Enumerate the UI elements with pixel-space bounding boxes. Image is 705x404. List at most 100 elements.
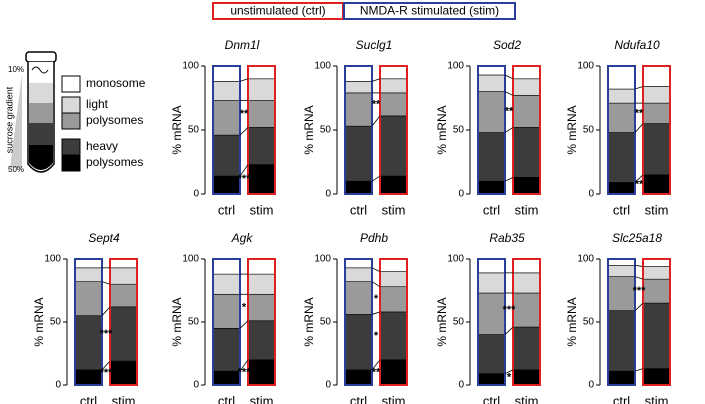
bar-segment (642, 278, 671, 304)
bar-segment (607, 65, 636, 90)
bar-outline (379, 258, 408, 386)
bar-segment (247, 320, 276, 361)
bar-segment (512, 95, 541, 128)
x-tick-label: stim (645, 202, 669, 217)
connector (504, 176, 514, 182)
x-tick-label: ctrl (350, 393, 367, 404)
bar-segment (212, 258, 241, 275)
y-tick-label: 50 (320, 125, 332, 136)
x-tick-label: ctrl (483, 202, 500, 217)
x-tick-label: ctrl (613, 393, 630, 404)
bar-segment (477, 258, 506, 274)
connector (239, 164, 249, 177)
y-tick-label: 50 (188, 317, 200, 328)
connector (101, 306, 111, 316)
panel-title: Ndufa10 (614, 38, 660, 52)
legend-swatch (61, 138, 81, 156)
y-tick-label: 50 (583, 317, 595, 328)
y-axis-label: % mRNA (435, 297, 449, 346)
bar-segment (512, 369, 541, 386)
significance: ** (372, 366, 381, 378)
x-tick-label: ctrl (350, 202, 367, 217)
bar-outline (344, 258, 373, 386)
bar-segment (607, 264, 636, 277)
bar-segment (512, 326, 541, 371)
connector (634, 86, 644, 90)
gradient-top: 10% (8, 65, 24, 74)
legend-label: heavy (86, 139, 118, 153)
tube-icon (10, 51, 57, 173)
bar-outline (247, 258, 276, 386)
panel-title: Pdhb (360, 231, 388, 245)
bar-segment (212, 65, 241, 82)
x-tick-label: stim (382, 202, 406, 217)
bar-segment (344, 267, 373, 282)
significance: * (374, 330, 379, 342)
bar-outline (607, 65, 636, 195)
connector (239, 320, 249, 329)
bar-segment (344, 258, 373, 269)
bar-segment (74, 315, 103, 371)
bar-segment (477, 334, 506, 374)
bar-segment (642, 368, 671, 386)
bar-segment (247, 273, 276, 295)
bar-segment (642, 302, 671, 369)
bar-segment (344, 314, 373, 371)
y-axis-label: % mRNA (170, 105, 184, 154)
connector (371, 267, 381, 272)
connector (634, 123, 644, 133)
connector (634, 174, 644, 183)
bar-segment (109, 283, 138, 308)
bar-outline (642, 65, 671, 195)
bar-segment (642, 102, 671, 124)
significance: *** (633, 285, 647, 297)
y-tick-label: 0 (325, 380, 331, 391)
bar-segment (477, 292, 506, 335)
bar-segment (379, 92, 408, 117)
bar-segment (607, 102, 636, 133)
significance: *** (503, 304, 517, 316)
bar-segment (477, 373, 506, 386)
y-tick-label: 0 (458, 380, 464, 391)
bar-segment (212, 370, 241, 386)
bar-segment (247, 100, 276, 128)
bar-segment (247, 258, 276, 275)
y-axis-label: % mRNA (302, 297, 316, 346)
significance: ** (240, 108, 249, 120)
bar-outline (212, 65, 241, 195)
bar-outline (344, 65, 373, 195)
y-tick-label: 50 (320, 317, 332, 328)
x-tick-label: stim (515, 202, 539, 217)
y-tick-label: 50 (188, 125, 200, 136)
y-axis-label: % mRNA (170, 297, 184, 346)
bar-segment (477, 91, 506, 133)
bar-segment (379, 65, 408, 80)
y-tick-label: 100 (447, 254, 464, 265)
x-tick-label: stim (645, 393, 669, 404)
significance: * (374, 293, 379, 305)
bar-segment (247, 293, 276, 322)
y-tick-label: 100 (447, 61, 464, 72)
connector (634, 264, 644, 267)
panel-title: Dnm1l (225, 38, 260, 52)
bar-segment (512, 65, 541, 80)
bar-segment (74, 281, 103, 316)
connector (504, 91, 514, 96)
connector (371, 359, 381, 371)
bar-outline (109, 258, 138, 386)
bar-outline (642, 258, 671, 386)
x-tick-label: stim (515, 393, 539, 404)
panel-title: Slc25a18 (612, 231, 662, 245)
gradient-bottom: 50% (8, 165, 24, 174)
connector (634, 276, 644, 280)
bar-segment (477, 132, 506, 182)
y-tick-label: 0 (588, 189, 594, 200)
connector (101, 281, 111, 285)
bar-segment (607, 310, 636, 372)
y-axis-label: % mRNA (302, 105, 316, 154)
bar-outline (212, 258, 241, 386)
panel-title: Agk (231, 231, 254, 245)
bar-segment (109, 258, 138, 269)
bar-segment (212, 273, 241, 295)
